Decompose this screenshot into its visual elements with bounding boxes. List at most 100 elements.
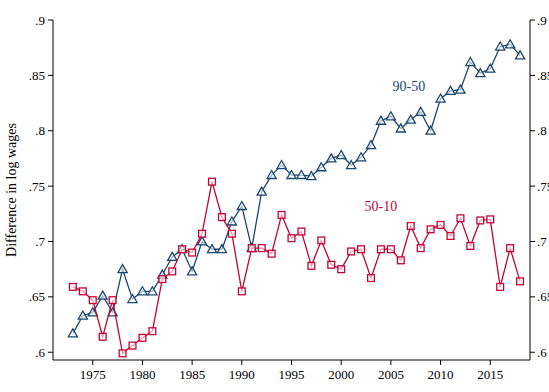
y2-tick-label: .8 — [537, 123, 547, 138]
y2-tick — [530, 352, 535, 353]
series-marker — [238, 288, 245, 295]
series-line — [73, 44, 520, 333]
series-marker — [169, 268, 176, 275]
series-marker — [297, 170, 306, 178]
series-marker — [149, 328, 156, 335]
series-marker — [118, 265, 127, 273]
series-marker — [267, 170, 276, 178]
y2-tick-label: .85 — [537, 68, 549, 83]
series-marker — [386, 112, 395, 120]
series-marker — [407, 223, 414, 230]
y2-tick — [530, 296, 535, 297]
background — [0, 0, 549, 392]
series-marker — [486, 64, 495, 72]
y-tick — [48, 186, 53, 187]
series-marker — [358, 246, 365, 253]
series-marker — [317, 163, 326, 171]
series-marker — [507, 245, 514, 252]
plot-area — [68, 40, 524, 357]
y2-tick — [530, 130, 535, 131]
x-tick — [92, 360, 93, 365]
series-marker — [308, 262, 315, 269]
y-tick — [48, 241, 53, 242]
series-marker — [466, 57, 475, 65]
series-marker — [376, 116, 385, 124]
y-tick — [48, 20, 53, 21]
y-tick — [48, 352, 53, 353]
series-marker — [258, 245, 265, 252]
x-tick-label: 1995 — [279, 367, 305, 382]
series-marker — [476, 69, 485, 77]
x-tick-label: 2005 — [378, 367, 404, 382]
series-marker — [207, 245, 216, 253]
series-marker — [209, 178, 216, 185]
series-marker — [219, 214, 226, 221]
x-tick-label: 1980 — [129, 367, 155, 382]
series-marker — [159, 276, 166, 283]
series-marker — [318, 237, 325, 244]
y2-tick — [530, 20, 535, 21]
series-marker — [397, 257, 404, 264]
series-marker — [227, 217, 236, 225]
series-marker — [416, 107, 425, 115]
y-tick-label: .65 — [29, 289, 45, 304]
series-marker — [337, 151, 346, 159]
series-marker — [199, 230, 206, 237]
series-marker — [138, 287, 147, 295]
x-tick-label: 2015 — [477, 367, 503, 382]
series-marker — [497, 284, 504, 291]
series-marker — [237, 201, 246, 209]
series-marker — [68, 329, 77, 337]
y-tick-label: .7 — [35, 234, 45, 249]
series-marker — [356, 153, 365, 161]
series-marker — [139, 334, 146, 341]
y2-tick — [530, 241, 535, 242]
y2-tick-label: .65 — [537, 289, 549, 304]
series-marker — [257, 187, 266, 195]
y-tick — [48, 296, 53, 297]
series-marker — [288, 235, 295, 242]
series-marker — [278, 212, 285, 219]
y2-tick-label: .7 — [537, 234, 547, 249]
series-marker — [366, 141, 375, 149]
series-marker — [477, 217, 484, 224]
series-marker — [98, 291, 107, 299]
series-marker — [228, 230, 235, 237]
series-marker — [248, 245, 255, 252]
series-label: 50-10 — [365, 199, 398, 214]
series-marker — [129, 342, 136, 349]
series-marker — [467, 243, 474, 250]
series-marker — [447, 233, 454, 240]
series-marker — [119, 350, 126, 357]
x-tick — [440, 360, 441, 365]
series-marker — [437, 221, 444, 228]
series-marker — [307, 172, 316, 180]
y2-axis — [530, 20, 531, 360]
series-marker — [387, 246, 394, 253]
y-tick — [48, 75, 53, 76]
y2-tick-label: .6 — [537, 345, 547, 360]
y2-tick-label: .75 — [537, 179, 549, 194]
series-marker — [128, 294, 137, 302]
y2-tick — [530, 186, 535, 187]
series-marker — [338, 266, 345, 273]
series-marker — [396, 124, 405, 132]
series-marker — [179, 246, 186, 253]
x-tick — [390, 360, 391, 365]
y-tick-label: .85 — [29, 68, 45, 83]
x-tick — [192, 360, 193, 365]
y2-tick — [530, 75, 535, 76]
series-marker — [328, 261, 335, 268]
series-marker — [109, 297, 116, 304]
y-tick-label: .9 — [35, 13, 45, 28]
series-marker — [69, 284, 76, 291]
series-marker — [417, 245, 424, 252]
series-marker — [347, 160, 356, 168]
series-marker — [436, 94, 445, 102]
series-marker — [188, 267, 197, 275]
series-marker — [406, 115, 415, 123]
series-marker — [506, 40, 515, 48]
series-marker — [426, 126, 435, 134]
x-tick-label: 1975 — [80, 367, 106, 382]
series-marker — [327, 154, 336, 162]
